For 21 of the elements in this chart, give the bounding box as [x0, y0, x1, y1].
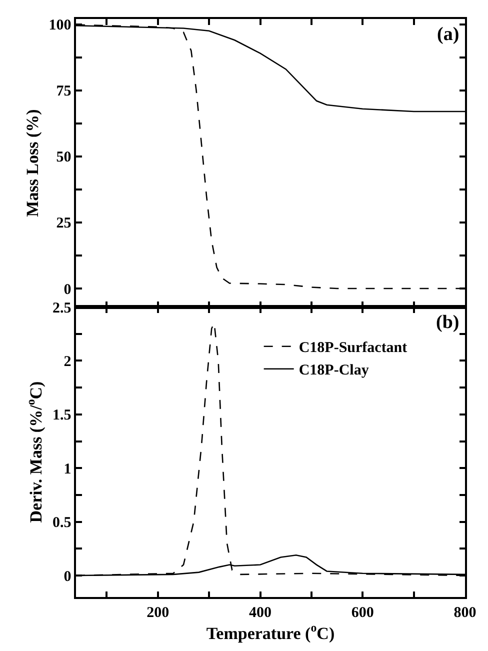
- y-tick-label: 75: [56, 84, 72, 100]
- y-tick-label: 0: [64, 282, 72, 298]
- y-tick-label: 2.5: [52, 300, 72, 316]
- x-tick-label: 800: [454, 604, 476, 621]
- annotation: (b): [436, 312, 460, 333]
- y-tick-label: 0.5: [52, 515, 72, 532]
- legend-label: C18P-Clay: [298, 362, 370, 379]
- annotation: (a): [437, 24, 460, 45]
- y-tick-label: 1.5: [52, 408, 72, 424]
- y-tick-label: 1: [64, 461, 72, 478]
- y-tick-label: 0: [64, 568, 72, 585]
- y-tick-label: 2: [64, 354, 72, 370]
- x-tick-label: 400: [249, 604, 272, 621]
- y-tick-label: 50: [56, 150, 72, 166]
- x-tick-label: 600: [351, 604, 374, 621]
- x-axis-title: Temperature ($^{o}$C): [206, 620, 335, 643]
- y-tick-label: 25: [56, 216, 72, 232]
- y-axis-title: Mass Loss (%): [22, 109, 42, 217]
- y-tick-label: 100: [48, 18, 72, 34]
- legend-label: C18P-Surfactant: [298, 340, 408, 356]
- x-tick-label: 200: [146, 604, 170, 621]
